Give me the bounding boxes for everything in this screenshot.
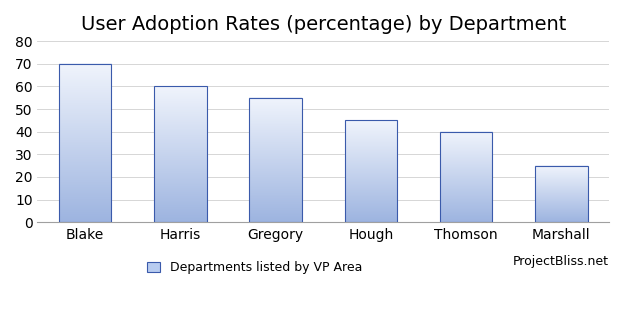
Bar <box>59 64 111 222</box>
Legend: Departments listed by VP Area: Departments listed by VP Area <box>147 261 362 274</box>
Title: User Adoption Rates (percentage) by Department: User Adoption Rates (percentage) by Depa… <box>80 15 566 34</box>
Bar <box>250 98 302 222</box>
Bar <box>440 132 492 222</box>
Bar <box>344 120 397 222</box>
Bar <box>154 86 207 222</box>
Bar <box>535 166 588 222</box>
Text: ProjectBliss.net: ProjectBliss.net <box>513 255 609 268</box>
